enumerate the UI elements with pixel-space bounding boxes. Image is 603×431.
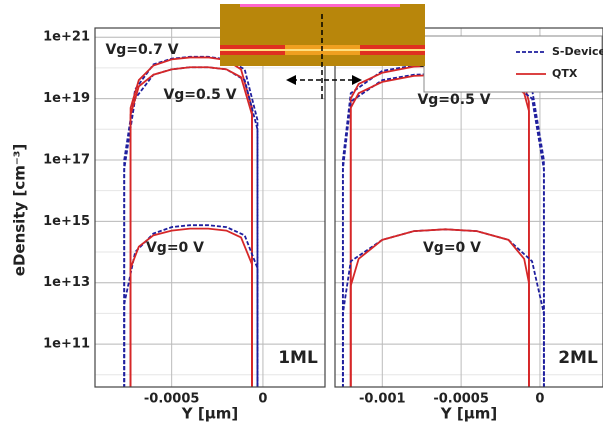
plot-frame [334, 27, 603, 388]
data-line [341, 72, 545, 387]
annotation: Vg=0 V [146, 240, 204, 256]
plot-area [95, 28, 325, 387]
annotation: 1ML [278, 348, 318, 368]
plot-frame [94, 27, 326, 388]
y-tick-label: 1e+19 [43, 91, 90, 106]
legend-box [423, 35, 603, 93]
data-line [349, 228, 530, 387]
y-tick-label: 1e+11 [43, 337, 90, 352]
y-tick-label: 1e+15 [43, 214, 90, 229]
device-inset [220, 4, 425, 100]
arrow-head [286, 75, 296, 85]
y-axis-label: eDensity [cm⁻³] [11, 144, 29, 276]
x-tick-label: 0 [535, 392, 544, 407]
y-tick-label: 1e+13 [43, 275, 90, 290]
annotation: Vg=0.5 V [417, 92, 490, 108]
annotation: Vg=0.5 V [163, 87, 236, 103]
legend-label: S-Device [552, 45, 603, 58]
x-tick-label: -0.0005 [144, 392, 200, 407]
inset-gate [240, 4, 400, 7]
x-tick-label: -0.001 [359, 392, 406, 407]
plot [95, 28, 325, 387]
x-tick-label: 0 [258, 392, 267, 407]
annotation: 2ML [558, 348, 598, 368]
data-line [129, 66, 253, 387]
x-tick-label: -0.0005 [433, 392, 489, 407]
annotation: Vg=0.7 V [105, 42, 178, 58]
data-line [123, 224, 259, 387]
annotation: Vg=0 V [423, 240, 481, 256]
y-tick-label: 1e+17 [43, 152, 90, 167]
x-axis-label: Y [µm] [440, 405, 497, 423]
y-tick-label: 1e+21 [43, 30, 90, 45]
arrow-head [352, 75, 362, 85]
x-axis-label: Y [µm] [181, 405, 238, 423]
legend-label: QTX [552, 67, 578, 80]
data-line [129, 227, 253, 387]
